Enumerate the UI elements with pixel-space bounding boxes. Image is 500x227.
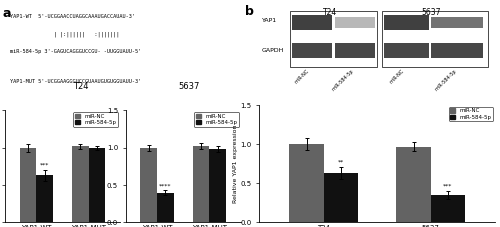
Text: 5637: 5637 (422, 8, 441, 17)
Bar (72, 146, 88, 222)
Text: GAPDH: GAPDH (262, 48, 284, 53)
Text: miR-584-5p: miR-584-5p (331, 68, 355, 92)
Text: ****: **** (159, 183, 172, 188)
Bar (335, 17, 375, 28)
Text: T24: T24 (72, 82, 88, 91)
Text: **: ** (338, 160, 344, 165)
Text: ***: *** (40, 163, 50, 168)
Bar (292, 43, 333, 58)
Text: miR-584-5p 3'-GAGUCAGGGUCCGU- -UUGGUAUU-5': miR-584-5p 3'-GAGUCAGGGUCCGU- -UUGGUAUU-… (10, 49, 141, 54)
Legend: miR-NC, miR-584-5p: miR-NC, miR-584-5p (194, 112, 239, 127)
Bar (20, 148, 36, 222)
Text: a: a (2, 7, 11, 20)
Text: YAP1-MUT 5'-UCGGAAGGGUCCGUAAUGUGUGGUAUU-3': YAP1-MUT 5'-UCGGAAGGGUCCGUAAUGUGUGGUAUU-… (10, 79, 141, 84)
Bar (140, 148, 157, 222)
Text: | |:||||||   :|||||||: | |:|||||| :||||||| (10, 32, 119, 37)
Y-axis label: Relative YAP1 expression: Relative YAP1 expression (233, 124, 238, 203)
Bar (431, 195, 465, 222)
Text: YAP1: YAP1 (262, 18, 277, 23)
Text: b: b (246, 5, 254, 18)
Text: miR-584-5p: miR-584-5p (434, 68, 458, 92)
Text: ***: *** (443, 184, 452, 189)
Bar (290, 11, 377, 67)
Bar (335, 43, 375, 58)
Text: miR-NC: miR-NC (389, 68, 406, 85)
Bar (88, 148, 106, 222)
Text: YAP1-WT  5'-UCGGAACCUAGGCAAAUGACCAUAU-3': YAP1-WT 5'-UCGGAACCUAGGCAAAUGACCAUAU-3' (10, 14, 134, 19)
Bar (432, 43, 483, 58)
Bar (292, 15, 333, 30)
Bar (290, 144, 324, 222)
Text: miR-NC: miR-NC (294, 68, 310, 85)
Bar (384, 15, 429, 30)
Bar (209, 149, 226, 222)
Bar (382, 11, 488, 67)
Bar (432, 17, 483, 28)
Legend: miR-NC, miR-584-5p: miR-NC, miR-584-5p (448, 107, 494, 121)
Bar (396, 146, 431, 222)
Bar (324, 173, 358, 222)
Legend: miR-NC, miR-584-5p: miR-NC, miR-584-5p (74, 112, 118, 127)
Text: T24: T24 (323, 8, 337, 17)
Text: 5637: 5637 (178, 82, 200, 91)
Bar (384, 43, 429, 58)
Bar (192, 146, 209, 222)
Bar (36, 175, 53, 222)
Bar (157, 192, 174, 222)
